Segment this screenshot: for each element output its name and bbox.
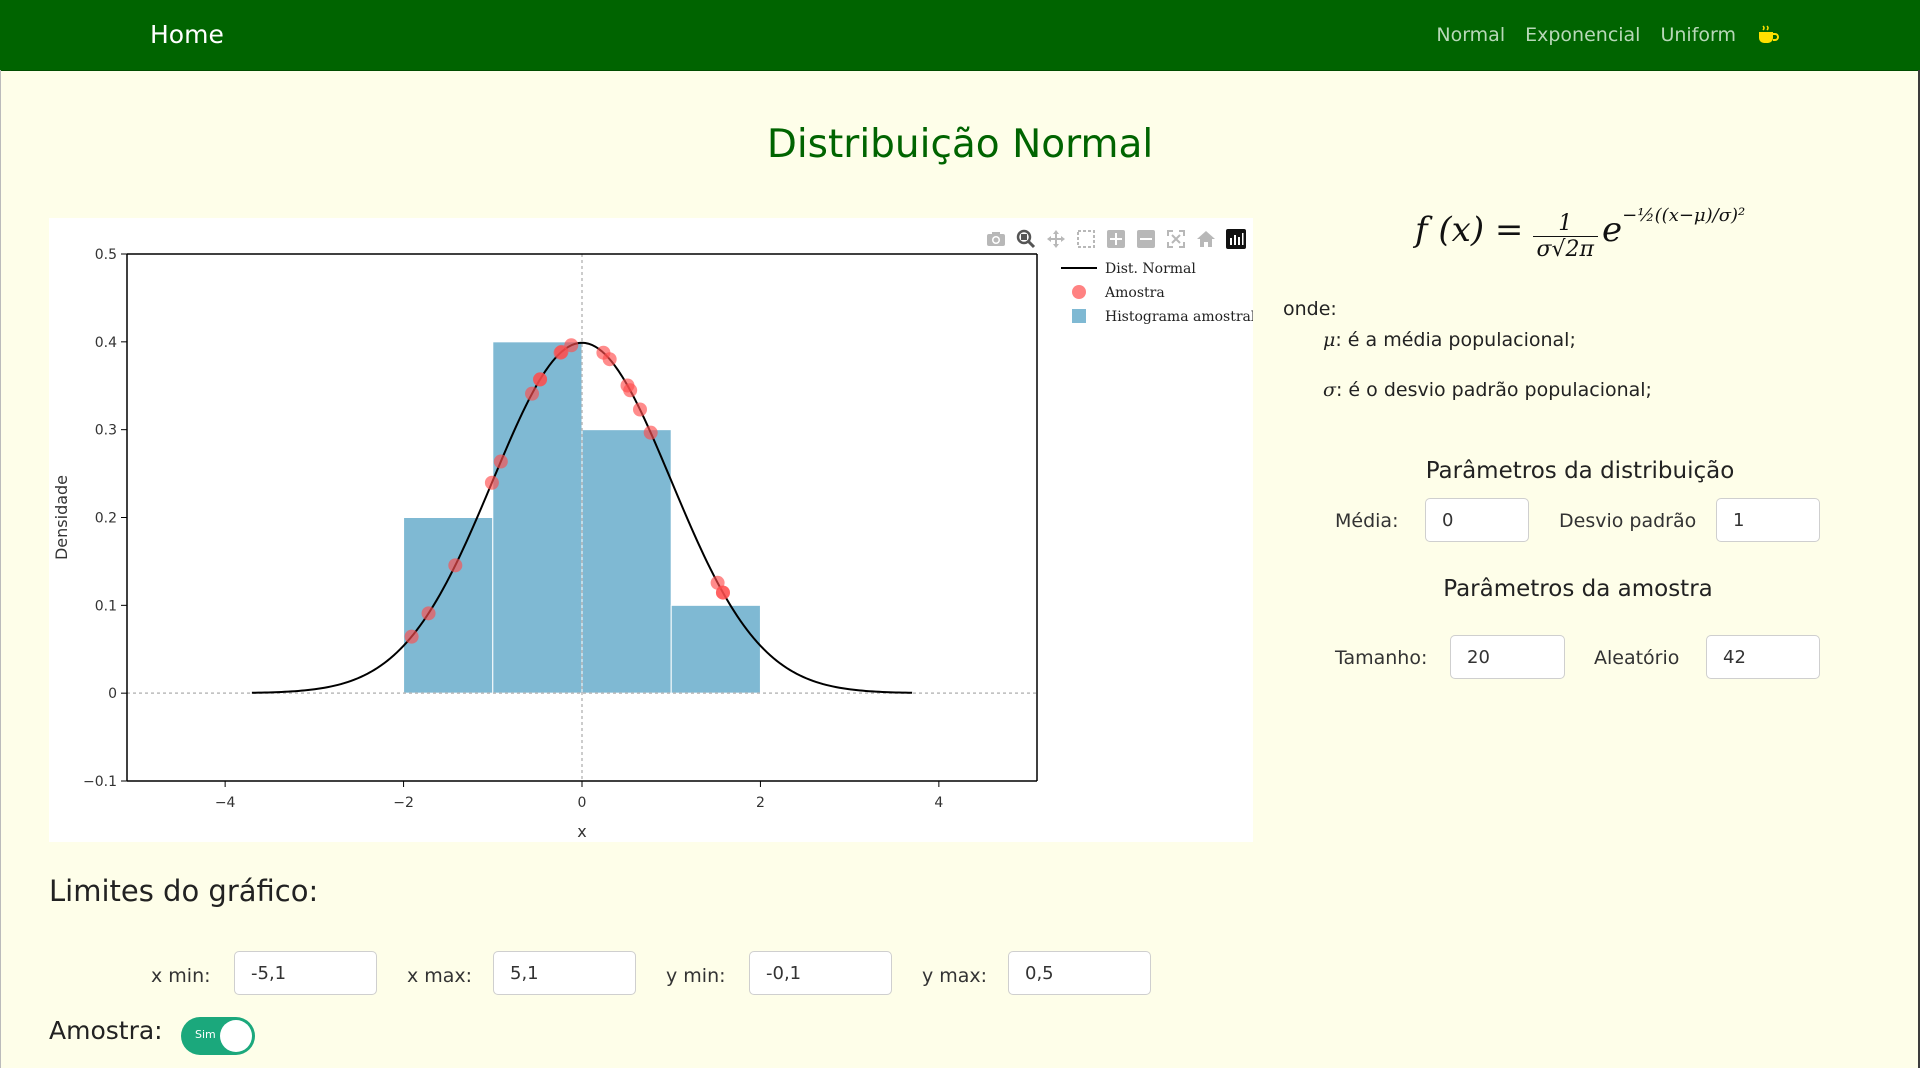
navbar: Home Normal Exponencial Uniform: [0, 0, 1920, 71]
limits-heading: Limites do gráfico:: [49, 874, 319, 908]
y-tick-label: 0: [108, 686, 117, 702]
nav-link-normal[interactable]: Normal: [1436, 24, 1506, 46]
chart-svg[interactable]: −4 −2 0 2 4 −0.1 0 0.1 0.2 0.3 0.4 0.5 x Densidade Di…: [49, 218, 1253, 842]
normal-pdf-line: [251, 341, 913, 694]
xmin-label: x min:: [151, 965, 211, 987]
x-tick-label: 2: [756, 795, 765, 811]
autoscale-icon[interactable]: [1164, 228, 1188, 250]
sigma-description: σ: é o desvio padrão populacional;: [1323, 379, 1652, 401]
formula-exponent: −½((x−μ)/σ)²: [1622, 204, 1746, 226]
desvio-input[interactable]: 1: [1716, 498, 1820, 542]
legend-point-swatch: [1072, 285, 1086, 299]
plotly-logo-icon[interactable]: [1224, 228, 1248, 250]
plot-modebar: [984, 228, 1248, 250]
sample-point: [525, 386, 540, 401]
formula-fraction-numerator: 1: [1532, 211, 1598, 237]
legend-label-dist-normal: Dist. Normal: [1105, 261, 1196, 277]
right-border: [1918, 70, 1920, 1068]
camera-icon[interactable]: [984, 228, 1008, 250]
y-tick-label: 0.5: [95, 247, 117, 263]
sample-point: [554, 344, 569, 359]
home-icon[interactable]: [1194, 228, 1218, 250]
zoom-in-icon[interactable]: [1104, 228, 1128, 250]
pan-icon[interactable]: [1044, 228, 1068, 250]
zoom-out-icon[interactable]: [1134, 228, 1158, 250]
pdf-formula: f (x) = 1 σ√2π e−½((x−μ)/σ)²: [1415, 205, 1745, 262]
y-tick-label: 0.3: [95, 423, 117, 439]
zoom-icon[interactable]: [1014, 228, 1038, 250]
ymax-label: y max:: [922, 965, 988, 987]
home-link[interactable]: Home: [150, 20, 224, 49]
mu-description: μ: é a média populacional;: [1323, 329, 1576, 351]
left-border: [0, 70, 1, 1068]
sample-point: [564, 338, 579, 353]
sample-point: [632, 402, 647, 417]
amostra-label: Amostra:: [49, 1016, 163, 1045]
tamanho-input[interactable]: 20: [1450, 635, 1565, 679]
plot-area[interactable]: −4 −2 0 2 4 −0.1 0 0.1 0.2 0.3 0.4 0.5 x Densidade Di…: [49, 218, 1253, 842]
coffee-cup-icon[interactable]: [1756, 24, 1780, 46]
legend-label-histograma: Histograma amostral: [1105, 309, 1253, 325]
onde-label: onde:: [1283, 298, 1337, 320]
sample-point: [484, 475, 499, 490]
x-axis-title: x: [577, 822, 586, 841]
histogram-bar: [581, 429, 672, 694]
dist-params-heading: Parâmetros da distribuição: [1425, 458, 1735, 484]
formula-fraction: 1 σ√2π: [1532, 211, 1598, 262]
nav-links: Normal Exponencial Uniform: [1436, 24, 1780, 46]
y-tick-label: 0.2: [95, 511, 117, 527]
sample-params-heading: Parâmetros da amostra: [1443, 576, 1713, 602]
y-tick-label: −0.1: [83, 774, 117, 790]
ymax-input[interactable]: 0,5: [1008, 951, 1151, 995]
sample-point: [448, 558, 463, 573]
x-tick-label: −2: [393, 795, 414, 811]
sample-point: [493, 454, 508, 469]
sigma-symbol: σ: [1323, 379, 1336, 401]
sigma-text: : é o desvio padrão populacional;: [1335, 379, 1652, 401]
media-label: Média:: [1335, 510, 1399, 532]
legend-label-amostra: Amostra: [1104, 285, 1165, 301]
formula-fraction-denominator: σ√2π: [1536, 237, 1595, 262]
media-input[interactable]: 0: [1425, 498, 1529, 542]
desvio-label: Desvio padrão: [1559, 510, 1697, 532]
legend-bar-swatch: [1072, 309, 1086, 323]
formula-lhs: f (x) =: [1415, 210, 1524, 250]
sample-point: [623, 383, 638, 398]
amostra-toggle[interactable]: Sim: [181, 1017, 255, 1055]
sample-point: [404, 629, 419, 644]
nav-link-exponencial[interactable]: Exponencial: [1525, 24, 1641, 46]
mu-text: : é a média populacional;: [1335, 329, 1576, 351]
tamanho-label: Tamanho:: [1335, 647, 1428, 669]
toggle-state-label: Sim: [195, 1028, 216, 1041]
box-select-icon[interactable]: [1074, 228, 1098, 250]
x-tick-label: 4: [934, 795, 943, 811]
histogram-bar: [403, 517, 494, 694]
sample-point: [602, 352, 617, 367]
xmax-label: x max:: [407, 965, 473, 987]
aleatorio-input[interactable]: 42: [1706, 635, 1820, 679]
y-axis-title: Densidade: [52, 475, 71, 560]
ymin-label: y min:: [666, 965, 726, 987]
xmax-input[interactable]: 5,1: [493, 951, 636, 995]
nav-link-uniform[interactable]: Uniform: [1660, 24, 1736, 46]
histogram-bar: [670, 604, 761, 694]
sample-point: [715, 585, 730, 600]
y-tick-label: 0.4: [95, 335, 117, 351]
aleatorio-label: Aleatório: [1594, 647, 1680, 669]
toggle-knob: [220, 1020, 252, 1052]
mu-symbol: μ: [1323, 329, 1336, 351]
x-tick-label: 0: [578, 795, 587, 811]
x-tick-label: −4: [215, 795, 236, 811]
formula-e: e: [1602, 210, 1623, 250]
sample-point: [643, 425, 658, 440]
page-title: Distribuição Normal: [766, 122, 1154, 167]
y-tick-label: 0.1: [95, 598, 117, 614]
sample-point: [533, 372, 548, 387]
ymin-input[interactable]: -0,1: [749, 951, 892, 995]
sample-point: [421, 606, 436, 621]
xmin-input[interactable]: -5,1: [234, 951, 377, 995]
